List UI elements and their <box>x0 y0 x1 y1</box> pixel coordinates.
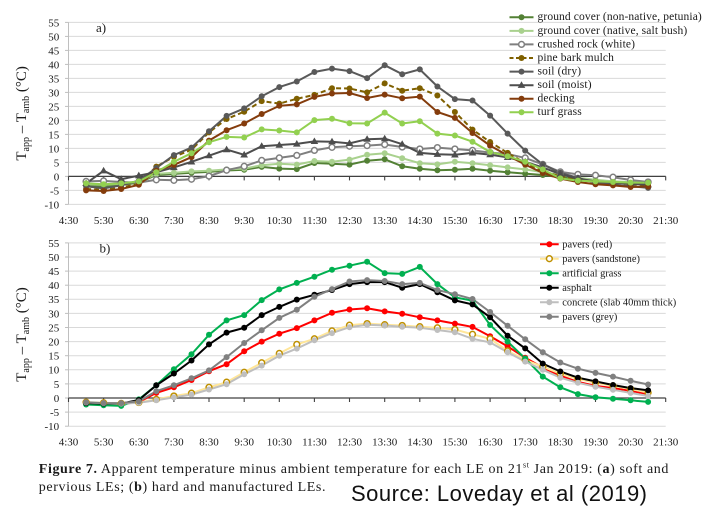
svg-text:12:30: 12:30 <box>337 436 363 448</box>
svg-text:9:30: 9:30 <box>234 436 254 448</box>
svg-text:15: 15 <box>48 129 60 141</box>
svg-text:15: 15 <box>48 351 60 363</box>
svg-text:20:30: 20:30 <box>618 215 644 227</box>
svg-text:0: 0 <box>54 171 60 183</box>
svg-text:19:30: 19:30 <box>583 215 609 227</box>
svg-text:turf grass: turf grass <box>538 106 583 118</box>
svg-text:concrete (slab 40mm thick): concrete (slab 40mm thick) <box>562 298 676 309</box>
svg-text:5:30: 5:30 <box>94 215 114 227</box>
svg-text:-10: -10 <box>45 421 60 433</box>
svg-text:Tapp – Tamb (°C): Tapp – Tamb (°C) <box>14 287 32 382</box>
svg-text:18:30: 18:30 <box>548 215 574 227</box>
svg-text:40: 40 <box>48 59 60 71</box>
svg-text:14:30: 14:30 <box>407 436 433 448</box>
svg-text:13:30: 13:30 <box>372 215 398 227</box>
svg-text:45: 45 <box>48 45 60 57</box>
svg-text:5: 5 <box>54 379 60 391</box>
svg-text:0: 0 <box>54 393 60 405</box>
svg-text:35: 35 <box>48 294 60 306</box>
svg-text:ground cover (non-native, petu: ground cover (non-native, petunia) <box>538 11 702 23</box>
svg-text:15:30: 15:30 <box>442 436 468 448</box>
svg-text:ground cover (native, salt bus: ground cover (native, salt bush) <box>538 25 688 37</box>
svg-text:soil (moist): soil (moist) <box>538 79 592 91</box>
svg-text:pavers (grey): pavers (grey) <box>562 312 617 323</box>
svg-text:16:30: 16:30 <box>478 436 504 448</box>
svg-text:50: 50 <box>48 31 60 43</box>
svg-text:11:30: 11:30 <box>302 436 327 448</box>
svg-text:30: 30 <box>48 87 60 99</box>
svg-text:14:30: 14:30 <box>407 215 433 227</box>
svg-text:pine bark mulch: pine bark mulch <box>538 52 615 64</box>
svg-text:17:30: 17:30 <box>513 436 539 448</box>
svg-text:decking: decking <box>538 93 575 105</box>
svg-text:45: 45 <box>48 266 60 278</box>
svg-text:6:30: 6:30 <box>129 215 149 227</box>
svg-text:11:30: 11:30 <box>302 215 327 227</box>
svg-text:55: 55 <box>48 17 60 29</box>
svg-text:21:30: 21:30 <box>653 436 679 448</box>
svg-text:Tapp – Tamb (°C): Tapp – Tamb (°C) <box>14 66 32 160</box>
svg-text:25: 25 <box>48 322 60 334</box>
svg-text:9:30: 9:30 <box>234 215 254 227</box>
svg-text:8:30: 8:30 <box>199 215 219 227</box>
svg-text:30: 30 <box>48 308 60 320</box>
svg-text:50: 50 <box>48 252 60 264</box>
svg-text:17:30: 17:30 <box>513 215 539 227</box>
svg-text:artificial grass: artificial grass <box>562 269 621 280</box>
svg-text:pavers (sandstone): pavers (sandstone) <box>562 254 640 265</box>
svg-text:4:30: 4:30 <box>59 436 79 448</box>
svg-text:asphalt: asphalt <box>562 283 592 294</box>
svg-text:40: 40 <box>48 280 60 292</box>
svg-text:b): b) <box>100 240 111 255</box>
svg-text:20: 20 <box>48 115 60 127</box>
svg-text:4:30: 4:30 <box>59 215 79 227</box>
svg-text:10: 10 <box>48 365 60 377</box>
svg-text:25: 25 <box>48 101 60 113</box>
svg-text:12:30: 12:30 <box>337 215 363 227</box>
svg-text:20: 20 <box>48 337 60 349</box>
svg-text:5:30: 5:30 <box>94 436 114 448</box>
svg-text:6:30: 6:30 <box>129 436 149 448</box>
svg-text:20:30: 20:30 <box>618 436 644 448</box>
svg-text:55: 55 <box>48 238 60 250</box>
svg-text:7:30: 7:30 <box>164 436 184 448</box>
svg-text:-5: -5 <box>50 185 60 197</box>
svg-text:13:30: 13:30 <box>372 436 398 448</box>
svg-text:35: 35 <box>48 73 60 85</box>
svg-text:10:30: 10:30 <box>267 215 293 227</box>
svg-text:7:30: 7:30 <box>164 215 184 227</box>
svg-text:18:30: 18:30 <box>548 436 574 448</box>
svg-text:-5: -5 <box>50 407 60 419</box>
svg-text:16:30: 16:30 <box>478 215 504 227</box>
svg-text:5: 5 <box>54 157 60 169</box>
svg-text:-10: -10 <box>45 199 60 211</box>
svg-text:8:30: 8:30 <box>199 436 219 448</box>
svg-text:10: 10 <box>48 143 60 155</box>
svg-text:soil (dry): soil (dry) <box>538 66 582 78</box>
svg-text:a): a) <box>96 20 106 35</box>
svg-text:15:30: 15:30 <box>442 215 468 227</box>
svg-text:21:30: 21:30 <box>653 215 679 227</box>
svg-text:pavers (red): pavers (red) <box>562 240 612 251</box>
svg-text:19:30: 19:30 <box>583 436 609 448</box>
svg-text:10:30: 10:30 <box>267 436 293 448</box>
svg-text:crushed rock (white): crushed rock (white) <box>538 38 636 50</box>
